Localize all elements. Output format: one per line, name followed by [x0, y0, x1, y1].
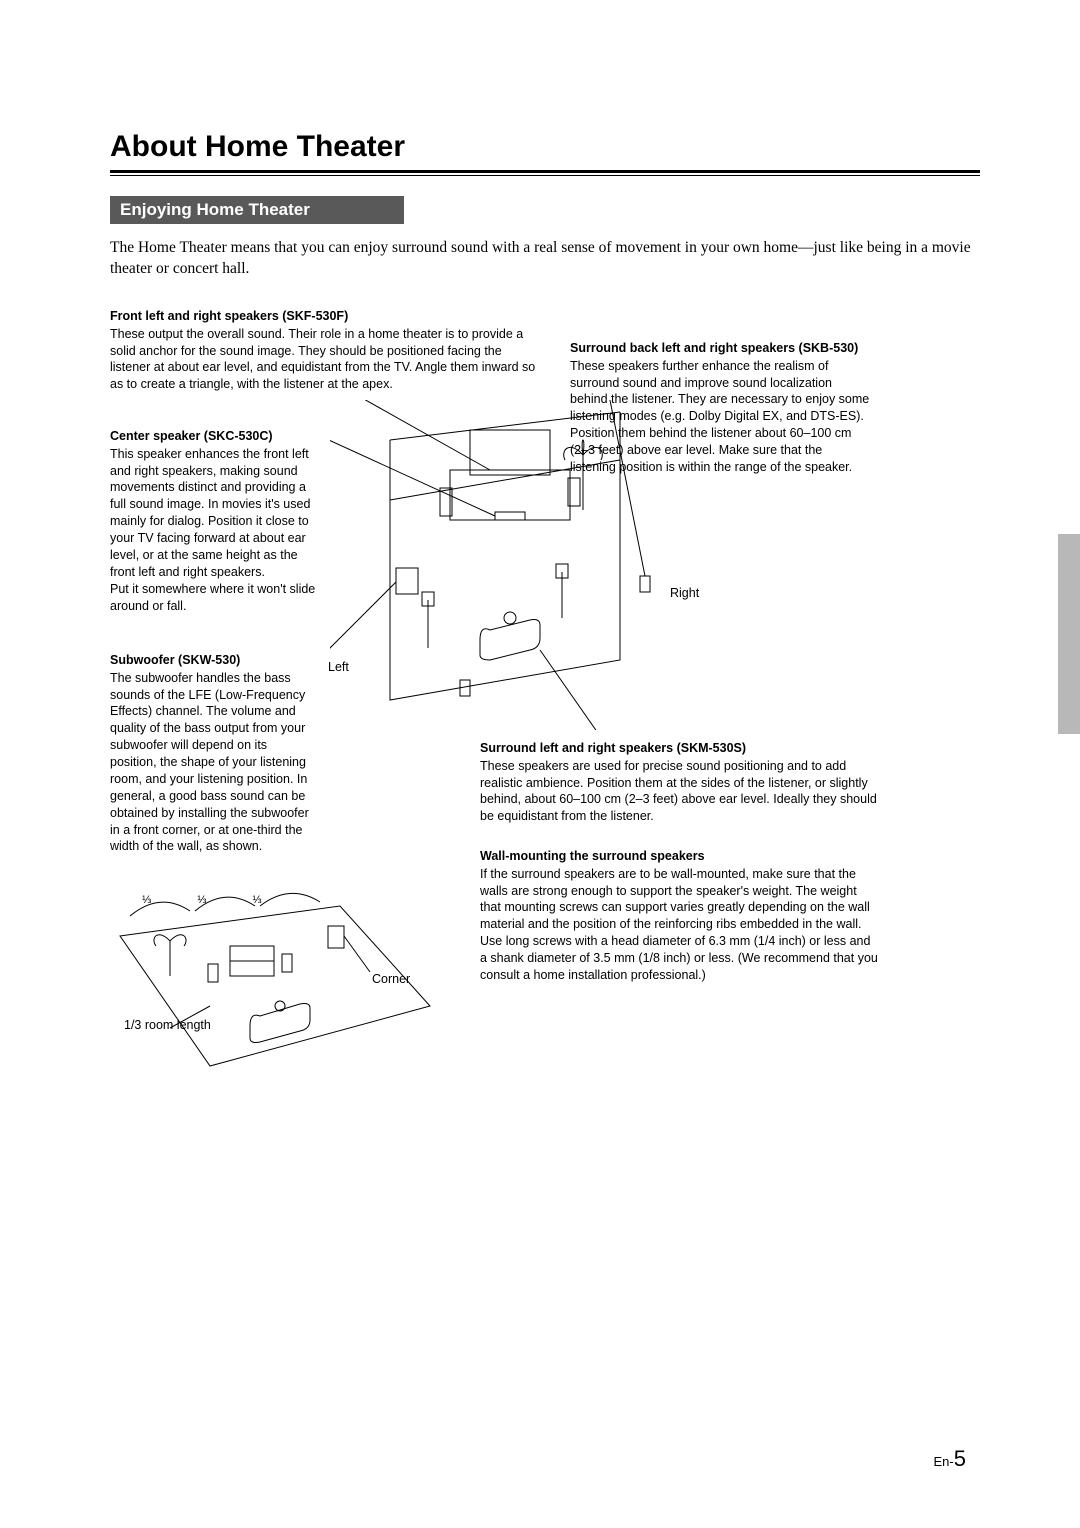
- page-title: About Home Theater: [110, 130, 980, 164]
- label-left: Left: [328, 660, 349, 674]
- subwoofer-body: The subwoofer handles the bass sounds of…: [110, 670, 315, 856]
- subwoofer-block: Subwoofer (SKW-530) The subwoofer handle…: [110, 652, 315, 856]
- surround-block: Surround left and right speakers (SKM-53…: [480, 740, 880, 825]
- frac-2: ⅓: [197, 894, 206, 906]
- page-number: En-5: [934, 1446, 966, 1472]
- fraction-labels: ⅓ ⅓ ⅓: [142, 894, 262, 906]
- page-number-prefix: En-: [934, 1454, 954, 1469]
- surround-title: Surround left and right speakers (SKM-53…: [480, 740, 880, 757]
- page-number-value: 5: [954, 1446, 966, 1471]
- center-speaker-title: Center speaker (SKC-530C): [110, 428, 320, 445]
- subwoofer-title: Subwoofer (SKW-530): [110, 652, 315, 669]
- label-room-length: 1/3 room length: [124, 1018, 211, 1032]
- title-rule-thin: [110, 175, 980, 176]
- center-speaker-body: This speaker enhances the front left and…: [110, 446, 320, 615]
- subwoofer-diagram: [110, 886, 450, 1086]
- surround-back-title: Surround back left and right speakers (S…: [570, 340, 870, 357]
- label-right: Right: [670, 586, 699, 600]
- intro-paragraph: The Home Theater means that you can enjo…: [110, 238, 980, 280]
- room-diagram: [330, 400, 670, 730]
- front-speakers-body: These output the overall sound. Their ro…: [110, 326, 540, 394]
- page-tab-marker: [1058, 534, 1080, 734]
- front-speakers-block: Front left and right speakers (SKF-530F)…: [110, 308, 540, 393]
- surround-body: These speakers are used for precise soun…: [480, 758, 880, 826]
- wall-mount-title: Wall-mounting the surround speakers: [480, 848, 880, 865]
- frac-1: ⅓: [142, 894, 151, 906]
- wall-mount-body: If the surround speakers are to be wall-…: [480, 866, 880, 984]
- title-rule-thick: [110, 170, 980, 173]
- label-corner: Corner: [372, 972, 410, 986]
- section-header: Enjoying Home Theater: [110, 196, 404, 224]
- wall-mount-block: Wall-mounting the surround speakers If t…: [480, 848, 880, 984]
- page-content: About Home Theater Enjoying Home Theater…: [0, 0, 1080, 368]
- center-speaker-block: Center speaker (SKC-530C) This speaker e…: [110, 428, 320, 615]
- frac-3: ⅓: [252, 894, 261, 906]
- front-speakers-title: Front left and right speakers (SKF-530F): [110, 308, 540, 325]
